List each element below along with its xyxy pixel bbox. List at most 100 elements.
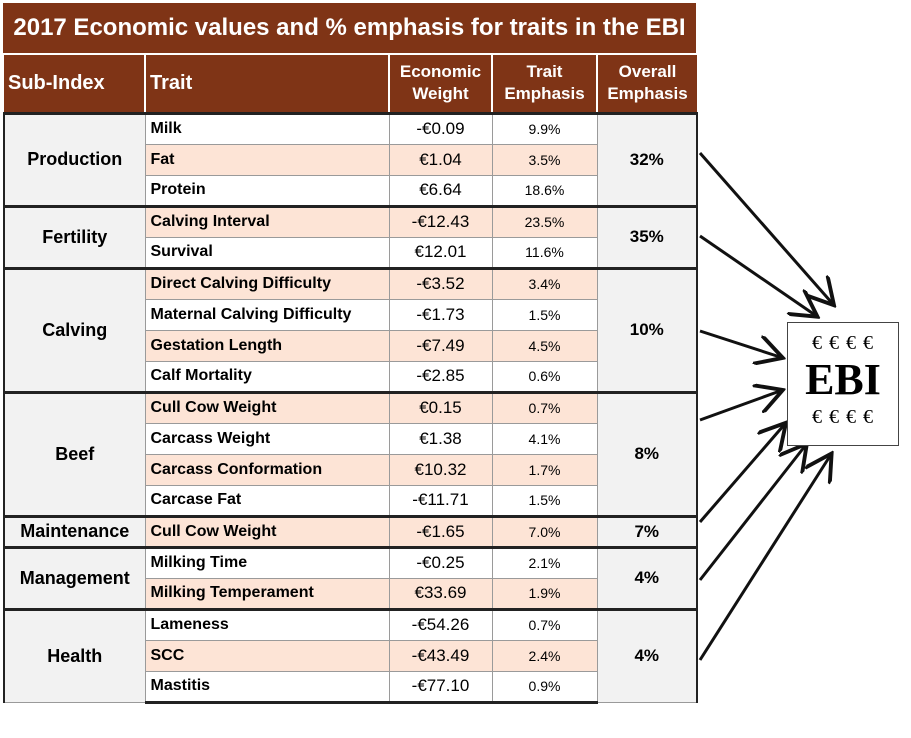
- trait-cell: Cull Cow Weight: [144, 514, 390, 548]
- sub-index-cell: Beef: [3, 390, 146, 517]
- trait-emphasis-cell: 0.9%: [491, 670, 598, 704]
- trait-emphasis-cell: 9.9%: [491, 111, 598, 145]
- economic-weight-cell: €0.15: [388, 390, 493, 424]
- trait-cell: Gestation Length: [144, 329, 390, 362]
- economic-weight-cell: -€7.49: [388, 329, 493, 362]
- header-trait-emphasis: Trait Emphasis: [492, 55, 598, 113]
- trait-cell: Fat: [144, 143, 390, 176]
- table-row: SCC -€43.49 2.4%: [4, 639, 697, 672]
- header-economic-weight: Economic Weight: [389, 55, 493, 113]
- table-body: Production Milk -€0.09 9.9% 32% Fat €1.04 3.5% P…: [3, 111, 698, 704]
- trait-emphasis-cell: 11.6%: [491, 236, 598, 269]
- trait-emphasis-cell: 4.5%: [491, 329, 598, 362]
- trait-emphasis-cell: 23.5%: [491, 204, 598, 238]
- trait-emphasis-cell: 3.4%: [491, 266, 598, 300]
- sub-index-cell: Calving: [3, 266, 146, 393]
- trait-emphasis-cell: 0.7%: [491, 390, 598, 424]
- sub-index-cell: Fertility: [3, 204, 146, 269]
- ebi-euro-symbols-top: € € € €: [812, 332, 874, 354]
- overall-emphasis-cell: 4%: [596, 607, 698, 703]
- table-row: Mastitis -€77.10 0.9%: [4, 670, 697, 704]
- header-overall-emphasis: Overall Emphasis: [597, 55, 697, 113]
- sub-index-cell: Health: [3, 607, 146, 703]
- trait-emphasis-cell: 2.4%: [491, 639, 598, 672]
- trait-cell: Calving Interval: [144, 204, 390, 238]
- header-economic-weight-line1: Economic: [399, 62, 482, 82]
- ebi-table: Sub-Index Trait Economic Weight Trait Em…: [3, 55, 698, 704]
- arrow-fertility: [699, 234, 815, 315]
- economic-weight-cell: -€43.49: [388, 639, 493, 672]
- overall-emphasis-cell: 35%: [596, 204, 698, 269]
- overall-emphasis-cell: 32%: [596, 111, 698, 207]
- ebi-box: € € € € EBI € € € €: [787, 322, 899, 446]
- overall-emphasis-cell: 7%: [596, 514, 698, 548]
- sub-index-cell: Production: [3, 111, 146, 207]
- table-row: Gestation Length -€7.49 4.5%: [4, 329, 697, 362]
- trait-emphasis-cell: 3.5%: [491, 143, 598, 176]
- table-row: Protein €6.64 18.6%: [4, 174, 697, 207]
- trait-emphasis-cell: 0.7%: [491, 607, 598, 641]
- arrow-management: [698, 446, 805, 581]
- table-row: Production Milk -€0.09 9.9% 32%: [3, 111, 698, 207]
- table-row: Calving Direct Calving Difficulty -€3.52 3.…: [3, 266, 698, 393]
- table-row: Maternal Calving Difficulty -€1.73 1.5%: [4, 298, 697, 331]
- trait-emphasis-cell: 2.1%: [491, 545, 598, 579]
- economic-weight-cell: -€77.10: [388, 670, 493, 704]
- table-row: Health Lameness -€54.26 0.7% 4%: [3, 607, 698, 703]
- trait-cell: Mastitis: [144, 670, 390, 704]
- trait-cell: Maternal Calving Difficulty: [144, 298, 390, 331]
- economic-weight-cell: €12.01: [388, 236, 493, 269]
- trait-cell: Milking Temperament: [144, 577, 390, 610]
- trait-emphasis-cell: 1.9%: [491, 577, 598, 610]
- trait-emphasis-cell: 18.6%: [491, 174, 598, 207]
- table-row: Maintenance Cull Cow Weight -€1.65 7.0% 7%: [3, 514, 698, 548]
- overall-emphasis-cell: 10%: [596, 266, 698, 393]
- trait-cell: Survival: [144, 236, 390, 269]
- table-row: Beef Cull Cow Weight €0.15 0.7% 8%: [3, 390, 698, 517]
- trait-cell: Lameness: [144, 607, 390, 641]
- economic-weight-cell: €6.64: [388, 174, 493, 207]
- table-row: Fat €1.04 3.5%: [4, 143, 697, 176]
- trait-cell: Milking Time: [144, 545, 390, 579]
- page-title: 2017 Economic values and % emphasis for …: [3, 3, 696, 53]
- table-row: Survival €12.01 11.6%: [4, 236, 697, 269]
- economic-weight-cell: €1.04: [388, 143, 493, 176]
- table-row: Carcass Weight €1.38 4.1%: [4, 422, 697, 455]
- arrow-health: [698, 456, 830, 661]
- overall-emphasis-cell: 4%: [596, 545, 698, 610]
- header-sub-index: Sub-Index: [4, 55, 146, 113]
- economic-weight-cell: -€2.85: [388, 360, 493, 393]
- ebi-euro-symbols-bottom: € € € €: [812, 406, 874, 428]
- economic-weight-cell: €1.38: [388, 422, 493, 455]
- header-trait-emphasis-line2: Emphasis: [504, 84, 585, 104]
- economic-weight-cell: -€1.73: [388, 298, 493, 331]
- table-row: Carcass Conformation €10.32 1.7%: [4, 453, 697, 486]
- trait-cell: Carcass Weight: [144, 422, 390, 455]
- header-row: Sub-Index Trait Economic Weight Trait Em…: [4, 55, 697, 113]
- trait-emphasis-cell: 1.5%: [491, 484, 598, 517]
- sub-index-cell: Maintenance: [3, 514, 146, 548]
- arrow-maintenance: [698, 425, 784, 523]
- arrow-beef: [699, 391, 780, 422]
- header-economic-weight-line2: Weight: [412, 84, 469, 104]
- trait-emphasis-cell: 4.1%: [491, 422, 598, 455]
- trait-emphasis-cell: 1.5%: [491, 298, 598, 331]
- ebi-label: EBI: [805, 355, 881, 404]
- arrow-calving: [699, 329, 780, 357]
- trait-cell: SCC: [144, 639, 390, 672]
- table-row: Fertility Calving Interval -€12.43 23.5% 35%: [3, 204, 698, 269]
- table-row: Carcase Fat -€11.71 1.5%: [4, 484, 697, 517]
- economic-weight-cell: -€54.26: [388, 607, 493, 641]
- trait-cell: Carcase Fat: [144, 484, 390, 517]
- economic-weight-cell: -€3.52: [388, 266, 493, 300]
- economic-weight-cell: -€11.71: [388, 484, 493, 517]
- economic-weight-cell: -€0.25: [388, 545, 493, 579]
- trait-cell: Calf Mortality: [144, 360, 390, 393]
- economic-weight-cell: -€12.43: [388, 204, 493, 238]
- table-row: Management Milking Time -€0.25 2.1% 4%: [3, 545, 698, 610]
- header-overall-emphasis-line1: Overall: [618, 62, 677, 82]
- trait-cell: Carcass Conformation: [144, 453, 390, 486]
- economic-weight-cell: -€0.09: [388, 111, 493, 145]
- sub-index-cell: Management: [3, 545, 146, 610]
- trait-emphasis-cell: 1.7%: [491, 453, 598, 486]
